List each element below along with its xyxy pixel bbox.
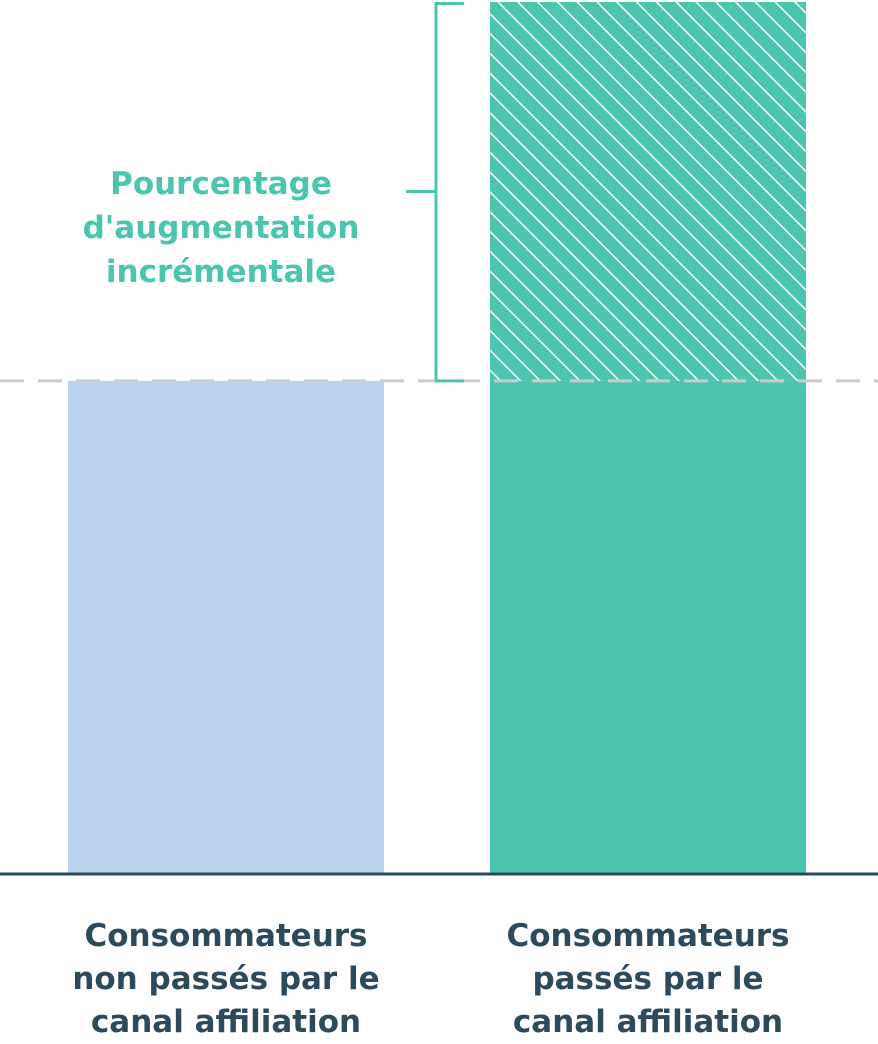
annotation-label: Pourcentage d'augmentation incrémentale [82, 166, 360, 290]
category-label-affiliate: Consommateurs passés par le canal affili… [506, 918, 790, 1040]
bar-base-1 [490, 380, 806, 873]
category-label-non-affiliate: Consommateurs non passés par le canal af… [72, 918, 380, 1040]
bar-increment-1 [490, 2, 806, 381]
bar-base-0 [68, 380, 384, 873]
annotation-bracket [406, 2, 464, 383]
